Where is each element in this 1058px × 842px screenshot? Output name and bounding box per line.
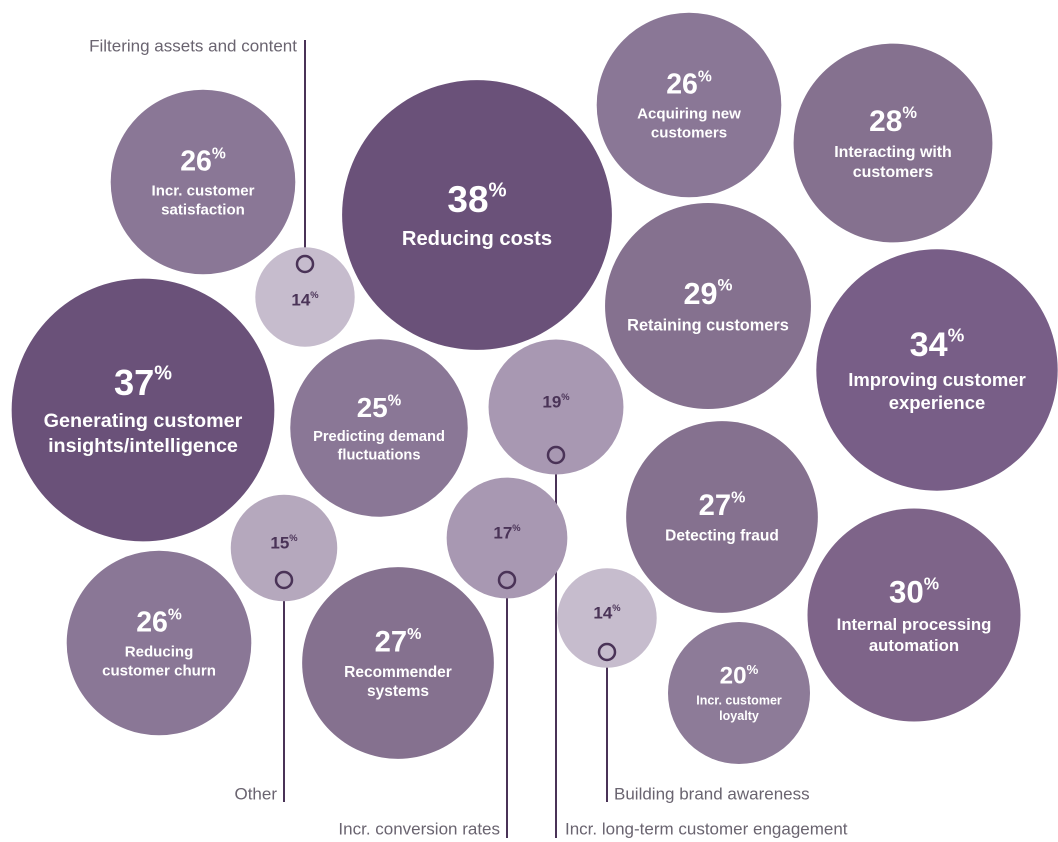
bubble-label: Detecting fraud <box>665 528 779 545</box>
bubble-label: Recommender <box>344 664 452 681</box>
callout-label: Filtering assets and content <box>89 36 297 55</box>
callout-dot <box>274 570 294 590</box>
bubble <box>302 567 494 759</box>
bubble-label: Improving customer <box>848 369 1026 390</box>
bubble <box>230 494 338 602</box>
bubble-label: Reducing <box>125 644 194 661</box>
bubble <box>605 203 811 409</box>
bubble <box>557 568 657 668</box>
callout-dot <box>295 254 315 274</box>
bubble-label: Internal processing <box>837 615 992 634</box>
bubble-label: Predicting demand <box>313 429 445 445</box>
callout-dot <box>497 570 517 590</box>
bubble <box>110 89 296 275</box>
callout-dots: 14%Filtering assets and content19%Incr. … <box>89 36 848 838</box>
bubble-label: automation <box>869 636 959 655</box>
bubble <box>66 550 252 736</box>
callout-dot <box>546 445 566 465</box>
bubble <box>342 80 612 350</box>
bubble-label: customers <box>853 164 934 181</box>
bubble-label: Reducing costs <box>402 228 552 250</box>
bubble <box>446 477 568 599</box>
bubble <box>793 43 993 243</box>
bubble-label: customer churn <box>102 662 216 679</box>
bubble-label: Acquiring new <box>637 106 741 123</box>
bubble-label: Incr. customer <box>696 694 782 708</box>
bubble-label: satisfaction <box>161 201 245 218</box>
bubble <box>668 622 810 764</box>
bubble-label: Interacting with <box>834 144 952 161</box>
callout-dot <box>597 642 617 662</box>
callout-label: Incr. long-term customer engagement <box>565 819 848 838</box>
bubble <box>290 339 468 517</box>
bubble <box>255 247 355 347</box>
bubble-label: systems <box>367 683 429 700</box>
bubble-label: fluctuations <box>338 448 421 464</box>
bubble-label: insights/intelligence <box>48 435 238 457</box>
bubble-label: Retaining customers <box>627 317 789 335</box>
callout-label: Building brand awareness <box>614 784 810 803</box>
callout-label: Other <box>234 784 277 803</box>
bubble-label: Incr. customer <box>152 183 255 200</box>
bubble <box>488 339 624 475</box>
bubble <box>816 249 1058 491</box>
bubble-label: customers <box>651 124 727 141</box>
bubble <box>596 12 782 198</box>
bubble-label: experience <box>889 392 986 413</box>
bubble <box>11 278 275 542</box>
bubble <box>807 508 1021 722</box>
bubble <box>626 421 818 613</box>
bubble-label: loyalty <box>719 709 759 723</box>
bubble-label: Generating customer <box>44 410 243 432</box>
callout-label: Incr. conversion rates <box>338 819 500 838</box>
